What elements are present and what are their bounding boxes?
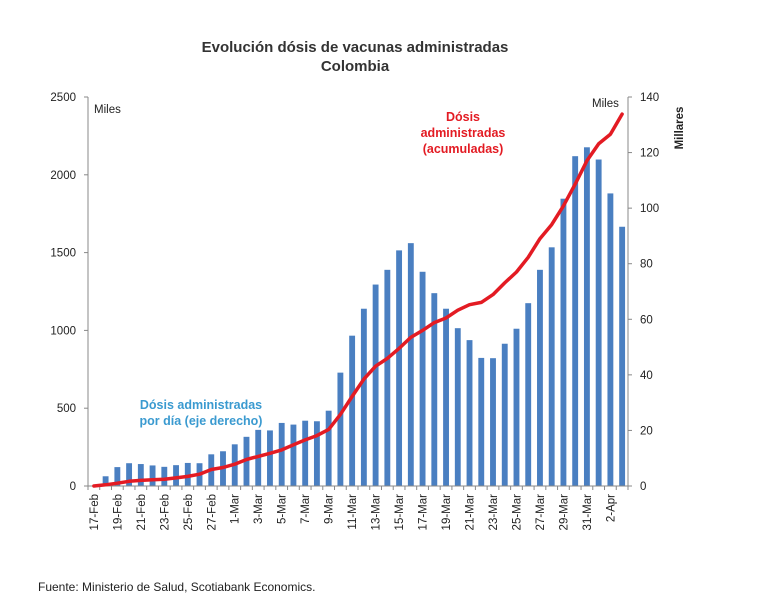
bar-4-Mar [267,430,273,486]
x-tick-label-21-Feb: 21-Feb [136,494,148,530]
right-axis-title: Millares [674,107,686,150]
line-series-label-line-2: administradas [421,126,506,140]
line-series-label-line-3: (acumuladas) [423,142,504,156]
right-tick-label-60: 60 [640,314,653,326]
bar-24-Mar [501,343,508,486]
x-tick-label-2-Apr: 2-Apr [605,494,617,522]
x-tick-label-27-Mar: 27-Mar [535,494,547,531]
left-tick-label-1500: 1500 [50,248,76,260]
bar-25-Mar [513,328,520,486]
bar-30-Mar [572,156,579,486]
bar-13-Mar [372,284,379,486]
cumulative-doses-line [92,112,624,488]
bar-20-Mar [454,328,461,486]
x-tick-label-17-Feb: 17-Feb [89,494,101,530]
right-tick-label-100: 100 [640,203,659,215]
bar-23-Feb [161,466,168,486]
bars-series-label-line-2: por día (eje derecho) [140,414,263,428]
left-axis-unit: Miles [94,104,121,116]
right-tick-label-20: 20 [640,425,653,437]
x-tick-label-25-Mar: 25-Mar [511,494,523,531]
bar-23-Mar [490,358,496,486]
bars-series-label-line-1: Dósis administradas [140,398,262,412]
x-tick-label-5-Mar: 5-Mar [277,494,289,524]
x-tick-label-31-Mar: 31-Mar [582,494,594,531]
bar-19-Feb [114,467,121,486]
x-tick-label-11-Mar: 11-Mar [347,494,359,530]
source-note: Fuente: Ministerio de Salud, Scotiabank … [38,580,316,594]
bar-21-Mar [466,340,473,486]
left-tick-label-2500: 2500 [50,92,76,104]
bar-12-Mar [360,308,367,486]
x-tick-label-15-Mar: 15-Mar [394,494,406,531]
bar-14-Mar [384,269,391,486]
bar-22-Mar [478,357,485,486]
x-tick-label-23-Mar: 23-Mar [488,494,500,531]
bar-19-Mar [443,308,449,486]
chart-title-line-2: Colombia [321,58,390,75]
x-tick-label-13-Mar: 13-Mar [371,494,383,531]
x-tick-label-21-Mar: 21-Mar [465,494,477,531]
bar-28-Mar [548,247,555,486]
right-tick-label-120: 120 [640,148,659,160]
x-tick-label-19-Feb: 19-Feb [112,494,124,530]
bar-3-Apr [619,226,626,487]
right-tick-label-80: 80 [640,259,653,271]
x-tick-label-17-Mar: 17-Mar [418,494,430,531]
left-tick-label-0: 0 [70,481,76,493]
bar-8-Mar [313,421,320,486]
bar-31-Mar [583,147,590,486]
x-tick-label-3-Mar: 3-Mar [253,494,265,524]
bar-1-Apr [595,159,602,486]
bar-7-Mar [302,420,309,486]
bar-17-Mar [419,271,426,486]
bar-24-Feb [173,465,179,486]
bar-26-Mar [525,303,532,486]
bar-10-Mar [337,372,344,486]
left-tick-label-2000: 2000 [50,170,76,182]
right-tick-label-40: 40 [640,370,653,382]
bar-22-Feb [149,465,156,486]
bar-2-Mar [243,436,250,486]
right-tick-label-140: 140 [640,92,659,104]
bar-15-Mar [396,250,403,486]
bar-20-Feb [126,463,133,486]
plot-area: 0 500 1000 1500 2000 2500 0 20 40 60 80 100 120 140 17… [50,92,659,530]
bar-6-Mar [290,424,297,486]
x-tick-label-19-Mar: 19-Mar [441,494,453,531]
left-tick-label-500: 500 [57,403,76,415]
bar-2-Apr [607,193,614,486]
bar-5-Mar [278,422,285,486]
bar-16-Mar [407,243,414,486]
bar-25-Feb [184,462,191,486]
bar-9-Mar [325,410,332,486]
x-tick-label-29-Mar: 29-Mar [558,494,570,531]
x-tick-label-1-Mar: 1-Mar [230,494,242,524]
chart-title-line-1: Evolución dósis de vacunas administradas [202,39,509,56]
bar-29-Mar [560,198,567,486]
bar-27-Mar [537,269,543,486]
left-tick-label-1000: 1000 [50,325,76,337]
right-axis-unit: Miles [592,98,619,110]
right-tick-label-0: 0 [640,481,646,493]
bar-11-Mar [349,335,356,486]
bar-18-Mar [431,293,438,486]
x-tick-label-27-Feb: 27-Feb [206,494,218,530]
x-tick-label-9-Mar: 9-Mar [324,494,336,524]
x-tick-label-7-Mar: 7-Mar [300,494,312,524]
line-series-label-line-1: Dósis [446,110,480,124]
x-tick-label-25-Feb: 25-Feb [183,494,195,530]
x-tick-label-23-Feb: 23-Feb [159,494,171,530]
bar-21-Feb [137,464,144,486]
bar-18-Feb [102,476,109,486]
